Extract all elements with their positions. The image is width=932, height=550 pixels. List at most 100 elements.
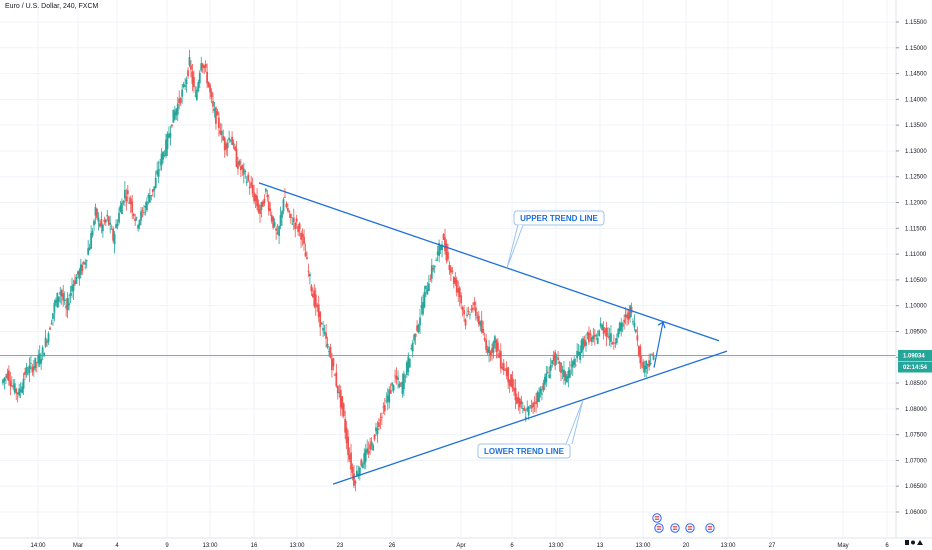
candle-body bbox=[542, 382, 545, 391]
candle-body bbox=[68, 303, 70, 306]
candle-body bbox=[226, 143, 229, 149]
candle-body bbox=[237, 162, 239, 169]
candle-body bbox=[123, 190, 126, 199]
candle-body bbox=[113, 234, 116, 245]
candle-body bbox=[213, 108, 216, 112]
x-tick-label: 23 bbox=[337, 543, 344, 549]
candle-body bbox=[166, 133, 169, 150]
candle-body bbox=[395, 375, 398, 380]
candle-body bbox=[567, 370, 570, 379]
candle-body bbox=[262, 201, 264, 207]
candle-body bbox=[28, 365, 31, 374]
candle-body bbox=[433, 265, 436, 268]
candle-body bbox=[507, 367, 510, 383]
candle-body bbox=[170, 124, 173, 127]
candle-body bbox=[27, 373, 29, 375]
candle-body bbox=[50, 323, 53, 325]
candle-body bbox=[612, 342, 615, 344]
candle-body bbox=[131, 201, 134, 213]
candle-body bbox=[485, 339, 488, 350]
candle-body bbox=[423, 291, 426, 308]
candle-body bbox=[491, 348, 493, 353]
candle-body bbox=[244, 171, 247, 173]
candle-body bbox=[476, 316, 479, 319]
candle-body bbox=[420, 305, 423, 309]
candle-body bbox=[54, 300, 57, 303]
candle-body bbox=[444, 237, 446, 252]
candle-body bbox=[432, 267, 435, 270]
candle-body bbox=[229, 140, 232, 142]
candle-body bbox=[367, 450, 370, 454]
candle-body bbox=[118, 212, 120, 223]
candle-body bbox=[126, 190, 129, 195]
candle-body bbox=[154, 178, 157, 188]
candle-body bbox=[259, 209, 261, 215]
candle-body bbox=[248, 186, 251, 189]
candle-body bbox=[204, 64, 207, 68]
candle-body bbox=[82, 261, 85, 264]
candle-body bbox=[604, 330, 606, 333]
candle-body bbox=[257, 203, 260, 213]
candle-body bbox=[579, 351, 582, 360]
candle-body bbox=[322, 327, 325, 331]
candle-body bbox=[295, 218, 298, 222]
candle-body bbox=[19, 389, 22, 393]
time-axis[interactable]: 14:00 Mar 4 9 13:00 16 13:00 23 26 Apr 6 13:00 13 13:… bbox=[0, 537, 932, 549]
x-tick-label: 6 bbox=[885, 543, 889, 549]
candle-body bbox=[289, 213, 292, 218]
candle-body bbox=[354, 481, 357, 484]
candle-body bbox=[651, 353, 653, 355]
x-tick-label: 13:00 bbox=[635, 543, 651, 549]
candle-body bbox=[561, 369, 564, 372]
y-tick-label: 1.10000 bbox=[905, 304, 927, 310]
logo-mark-tri bbox=[917, 540, 923, 545]
candle-body bbox=[65, 305, 68, 309]
candle-body bbox=[627, 312, 630, 320]
event-icons[interactable] bbox=[652, 513, 715, 533]
candle-body bbox=[18, 388, 21, 396]
candle-body bbox=[7, 370, 10, 382]
candle-body bbox=[231, 136, 233, 145]
candle-body bbox=[580, 339, 583, 353]
candle-body bbox=[60, 289, 63, 297]
candle-body bbox=[38, 353, 41, 365]
candle-body bbox=[413, 334, 416, 341]
x-tick-label: Mar bbox=[73, 543, 83, 549]
candle-body bbox=[557, 357, 559, 361]
candle-body bbox=[306, 257, 308, 259]
candle-body bbox=[535, 401, 537, 404]
candle-body bbox=[97, 217, 100, 222]
candle-body bbox=[195, 89, 198, 100]
x-tick-label: 20 bbox=[683, 543, 690, 549]
candle-body bbox=[294, 222, 297, 229]
candle-body bbox=[10, 385, 13, 386]
candle-body bbox=[380, 416, 383, 418]
candle-body bbox=[333, 374, 336, 376]
price-axis[interactable]: 1.15500 1.15000 1.14500 1.14000 1.13500 1.130… bbox=[895, 0, 927, 538]
x-tick-label: 13:00 bbox=[548, 543, 564, 549]
candle-body bbox=[85, 260, 88, 262]
candle-body bbox=[510, 374, 512, 387]
candle-body bbox=[601, 324, 604, 331]
candle-body bbox=[21, 386, 23, 393]
candle-body bbox=[160, 153, 163, 166]
candle-body bbox=[588, 332, 590, 343]
candle-body bbox=[529, 405, 532, 407]
candle-body bbox=[282, 199, 285, 212]
candle-body bbox=[46, 341, 48, 343]
y-tick-label: 1.07000 bbox=[905, 458, 927, 464]
candle-body bbox=[144, 205, 147, 208]
y-tick-label: 1.11500 bbox=[905, 226, 927, 232]
candle-body bbox=[159, 162, 162, 164]
candle-body bbox=[147, 194, 150, 198]
candle-body bbox=[71, 285, 73, 292]
candle-body bbox=[288, 210, 291, 213]
candle-body bbox=[128, 202, 131, 204]
candle-body bbox=[297, 226, 300, 232]
candle-body bbox=[191, 71, 194, 84]
y-tick-label: 1.07500 bbox=[905, 433, 927, 439]
candle-body bbox=[162, 151, 164, 160]
candle-body bbox=[285, 203, 288, 208]
